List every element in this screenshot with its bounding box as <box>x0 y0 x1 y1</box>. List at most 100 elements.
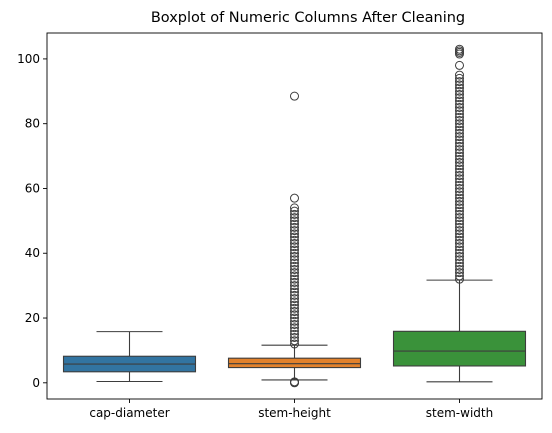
outlier-stem-width-64 <box>455 60 464 70</box>
outlier-stem-width-45 <box>455 128 464 138</box>
outlier-stem-height-21 <box>290 284 299 294</box>
outlier-stem-height-16 <box>290 300 299 310</box>
boxes-layer <box>62 44 527 388</box>
outlier-stem-width-47 <box>455 122 464 132</box>
outlier-stem-width-4 <box>455 261 464 271</box>
box-group-cap-diameter <box>62 331 197 383</box>
x-tick-label-stem-width: stem-width <box>426 406 493 420</box>
outlier-stem-width-43 <box>455 135 464 145</box>
outlier-stem-width-32 <box>455 171 464 181</box>
x-tick-label-stem-height: stem-height <box>258 406 331 420</box>
outlier-stem-width-33 <box>455 167 464 177</box>
outlier-stem-width-56 <box>455 93 464 103</box>
outlier-stem-height-33 <box>290 245 299 255</box>
outlier-stem-width-39 <box>455 148 464 158</box>
box-group-stem-width <box>392 44 527 383</box>
iqr-box-stem-height <box>227 357 362 369</box>
outlier-stem-width-6 <box>455 255 464 265</box>
outlier-stem-width-30 <box>455 177 464 187</box>
outlier-stem-width-40 <box>455 145 464 155</box>
outlier-stem-width-29 <box>455 180 464 190</box>
outlier-stem-height-40 <box>290 222 299 232</box>
outlier-stem-height-20 <box>290 287 299 297</box>
outlier-stem-width-53 <box>455 102 464 112</box>
outlier-stem-width-54 <box>455 99 464 109</box>
y-tick-label-80: 80 <box>25 117 40 131</box>
outlier-stem-width-20 <box>455 209 464 219</box>
outlier-stem-height-19 <box>290 290 299 300</box>
outlier-stem-height-27 <box>290 264 299 274</box>
outlier-stem-width-42 <box>455 138 464 148</box>
outlier-stem-width-68 <box>455 44 464 54</box>
outlier-stem-height-12 <box>290 313 299 323</box>
outlier-stem-width-13 <box>455 232 464 242</box>
outlier-stem-width-19 <box>455 213 464 223</box>
outlier-stem-width-24 <box>455 196 464 206</box>
outlier-stem-height-15 <box>290 303 299 313</box>
outlier-stem-width-58 <box>455 86 464 96</box>
outlier-stem-height-46 <box>290 203 299 213</box>
outlier-stem-width-59 <box>455 83 464 93</box>
outlier-stem-height-28 <box>290 261 299 271</box>
outlier-stem-width-52 <box>455 106 464 116</box>
outlier-stem-height-41 <box>290 219 299 229</box>
outlier-stem-height-39 <box>290 226 299 236</box>
outlier-stem-height-35 <box>290 239 299 249</box>
outlier-stem-width-23 <box>455 200 464 210</box>
outlier-stem-width-49 <box>455 115 464 125</box>
outlier-stem-height-10 <box>290 320 299 330</box>
outlier-stem-width-17 <box>455 219 464 229</box>
chart-title: Boxplot of Numeric Columns After Cleanin… <box>151 10 465 26</box>
outlier-stem-height-24 <box>290 274 299 284</box>
outlier-stem-width-57 <box>455 90 464 100</box>
outlier-stem-width-25 <box>455 193 464 203</box>
outlier-stem-width-37 <box>455 154 464 164</box>
outlier-stem-height-4 <box>290 339 299 349</box>
outlier-stem-width-63 <box>455 70 464 80</box>
outlier-stem-height-14 <box>290 307 299 317</box>
outlier-stem-height-42 <box>290 216 299 226</box>
outlier-stem-height-45 <box>290 206 299 216</box>
outlier-stem-height-7 <box>290 329 299 339</box>
outlier-stem-height-8 <box>290 326 299 336</box>
outlier-stem-width-14 <box>455 229 464 239</box>
y-tick-label-100: 100 <box>17 52 40 66</box>
outlier-stem-height-26 <box>290 268 299 278</box>
y-axis: 0 20 40 60 80 100 <box>17 52 47 390</box>
outlier-stem-height-43 <box>290 213 299 223</box>
y-tick-label-20: 20 <box>25 311 40 325</box>
outlier-stem-width-7 <box>455 251 464 261</box>
outlier-stem-height-22 <box>290 281 299 291</box>
outlier-stem-height-34 <box>290 242 299 252</box>
outlier-stem-width-62 <box>455 73 464 83</box>
y-tick-label-0: 0 <box>32 376 40 390</box>
outlier-stem-height-37 <box>290 232 299 242</box>
outlier-stem-width-48 <box>455 119 464 129</box>
outlier-stem-height-6 <box>290 332 299 342</box>
outlier-stem-height-25 <box>290 271 299 281</box>
outlier-stem-width-36 <box>455 158 464 168</box>
outlier-stem-width-3 <box>455 264 464 274</box>
outlier-stem-height-13 <box>290 310 299 320</box>
outlier-stem-height-11 <box>290 316 299 326</box>
outlier-stem-height-32 <box>290 248 299 258</box>
outlier-stem-height-38 <box>290 229 299 239</box>
iqr-box-stem-width <box>392 330 527 367</box>
outlier-stem-width-1 <box>455 271 464 281</box>
outlier-stem-width-15 <box>455 226 464 236</box>
outlier-stem-width-9 <box>455 245 464 255</box>
outlier-stem-width-50 <box>455 112 464 122</box>
y-tick-label-60: 60 <box>25 181 40 195</box>
outlier-stem-height-9 <box>290 323 299 333</box>
outlier-stem-width-10 <box>455 242 464 252</box>
outlier-stem-width-0 <box>455 274 464 284</box>
outlier-stem-width-35 <box>455 161 464 171</box>
outlier-stem-width-18 <box>455 216 464 226</box>
outlier-stem-width-8 <box>455 248 464 258</box>
outlier-stem-width-51 <box>455 109 464 119</box>
outlier-stem-height-36 <box>290 235 299 245</box>
outlier-stem-height-48 <box>290 91 299 101</box>
outlier-stem-width-2 <box>455 268 464 278</box>
